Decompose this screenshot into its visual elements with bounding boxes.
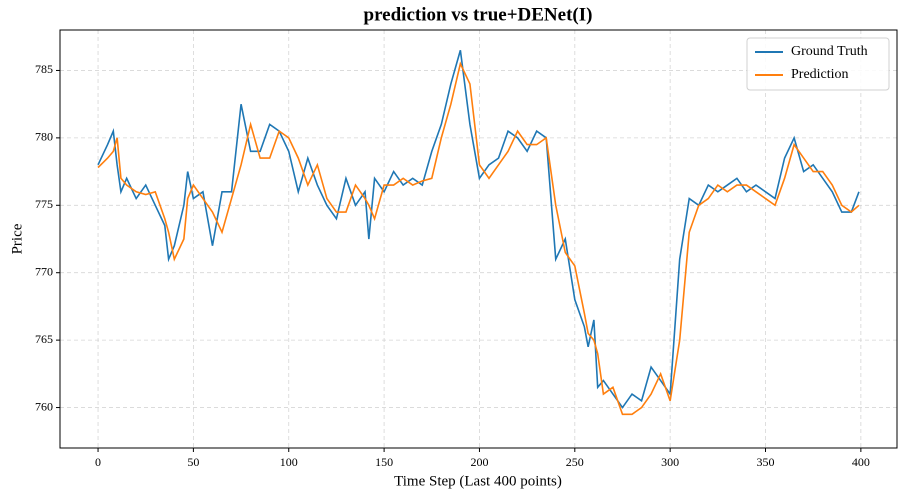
x-tick-label: 150 (375, 455, 393, 469)
x-tick-label: 350 (757, 455, 775, 469)
x-tick-label: 100 (280, 455, 298, 469)
y-tick-label: 760 (35, 399, 53, 413)
series-line (97, 50, 860, 409)
x-tick-label: 0 (95, 455, 101, 469)
x-tick-label: 50 (187, 455, 199, 469)
x-tick-label: 300 (661, 455, 679, 469)
y-tick-label: 765 (35, 332, 53, 346)
y-tick-label: 770 (35, 264, 53, 278)
legend-label: Prediction (791, 67, 849, 82)
y-tick-label: 785 (35, 62, 53, 76)
x-axis-label: Time Step (Last 400 points) (394, 473, 562, 489)
y-tick-label: 780 (35, 130, 53, 144)
y-tick-label: 775 (35, 197, 53, 211)
legend-label: Ground Truth (791, 44, 868, 59)
series-line (97, 61, 860, 416)
x-tick-label: 200 (470, 455, 488, 469)
chart-title: prediction vs true+DENet(I) (364, 4, 593, 25)
y-axis-label: Price (9, 223, 25, 254)
x-tick-label: 400 (852, 455, 870, 469)
plot-frame (59, 29, 898, 449)
x-tick-label: 250 (566, 455, 584, 469)
